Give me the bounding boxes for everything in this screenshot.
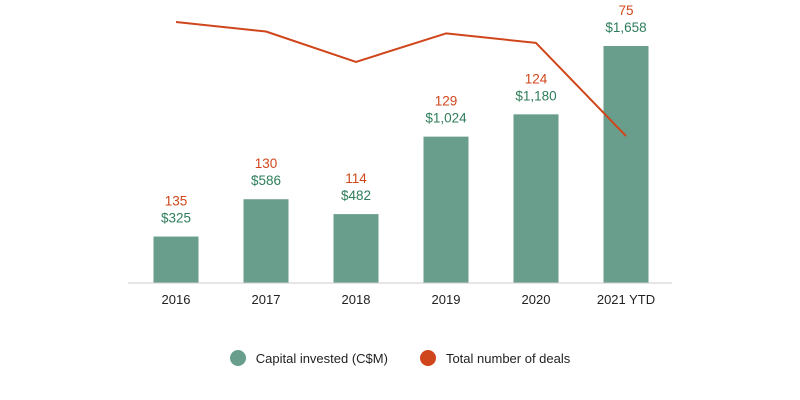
bar-series bbox=[153, 46, 649, 283]
bar bbox=[513, 114, 559, 283]
deal-count-label: 75 bbox=[618, 3, 633, 18]
legend-label-capital: Capital invested (C$M) bbox=[255, 350, 388, 366]
deal-count-label: 114 bbox=[345, 171, 367, 186]
x-tick-label: 2021 YTD bbox=[597, 292, 655, 307]
deal-count-label: 129 bbox=[435, 94, 458, 109]
x-tick-labels: 2016 2017 2018 2019 2020 2021 YTD bbox=[162, 292, 656, 307]
legend-swatch-capital bbox=[229, 350, 246, 366]
x-tick-label: 2016 bbox=[162, 292, 191, 307]
x-tick-label: 2017 bbox=[252, 292, 281, 307]
bar bbox=[153, 236, 199, 283]
legend-item-capital: Capital invested (C$M) bbox=[229, 350, 388, 366]
legend: Capital invested (C$M) Total number of d… bbox=[0, 350, 800, 366]
bar-value-label: $1,658 bbox=[605, 20, 646, 35]
x-tick-label: 2018 bbox=[342, 292, 371, 307]
x-tick-label: 2020 bbox=[522, 292, 551, 307]
bar-value-label: $1,180 bbox=[515, 88, 556, 103]
bar-value-label: $1,024 bbox=[425, 111, 467, 126]
bar bbox=[603, 46, 649, 283]
deal-count-label: 130 bbox=[255, 156, 278, 171]
legend-label-deals: Total number of deals bbox=[445, 350, 571, 366]
bar-value-label: $586 bbox=[251, 173, 281, 188]
bar-value-label: $482 bbox=[341, 188, 371, 203]
bar bbox=[243, 199, 289, 283]
deal-count-label: 135 bbox=[165, 194, 188, 209]
deals-line bbox=[175, 21, 627, 137]
x-tick-label: 2019 bbox=[432, 292, 461, 307]
bar bbox=[423, 136, 469, 283]
legend-item-deals: Total number of deals bbox=[419, 350, 571, 366]
bar-value-label: $325 bbox=[161, 211, 191, 226]
deal-count-label: 124 bbox=[525, 71, 548, 86]
legend-swatch-deals bbox=[419, 350, 436, 366]
bar-label-group: $325 135 $586 130 $482 114 $1,024 129 $1,180 124 $… bbox=[161, 3, 647, 226]
bar bbox=[333, 214, 379, 283]
line-series bbox=[175, 21, 627, 137]
